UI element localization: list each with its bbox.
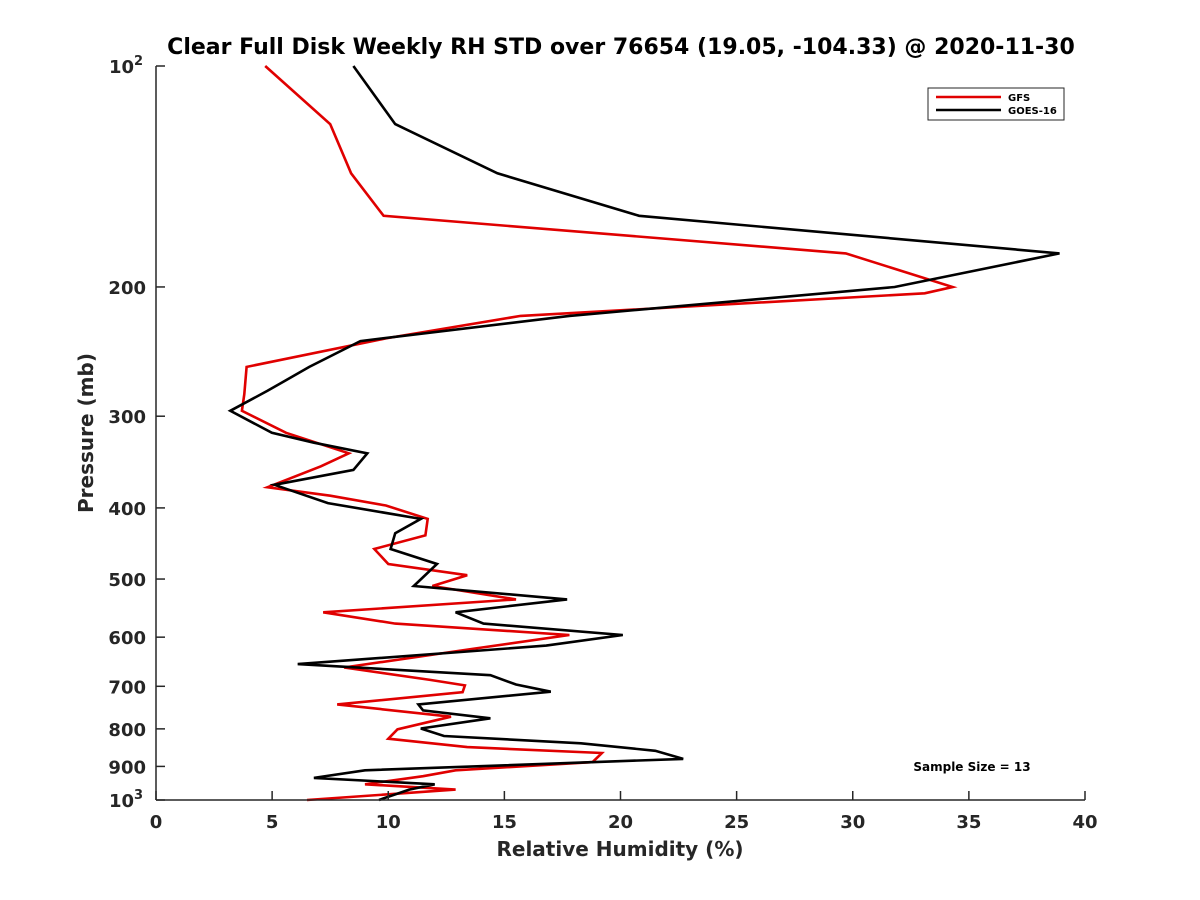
sample-size-annotation: Sample Size = 13: [913, 760, 1030, 774]
chart-title: Clear Full Disk Weekly RH STD over 76654…: [167, 35, 1075, 60]
x-ticks: 0 5 10 15 20 25 30 35 40: [150, 791, 1098, 833]
x-tick-label: 35: [956, 812, 981, 833]
y-tick-exponent: 2: [134, 54, 143, 69]
legend-label: GFS: [1008, 93, 1030, 104]
x-tick-label: 40: [1072, 812, 1097, 833]
legend-box: [927, 87, 1065, 121]
legend-label: GOES-16: [1008, 106, 1057, 117]
y-tick-label: 10: [109, 57, 134, 78]
plot-area: 0 5 10 15 20 25 30 35 40 10 220030040050060070080…: [108, 54, 1097, 833]
y-tick-label: 300: [108, 407, 146, 428]
x-tick-label: 30: [840, 812, 865, 833]
series-line-goes-16: [227, 65, 1060, 802]
y-tick-label: 400: [108, 499, 146, 520]
y-tick-exponent: 3: [134, 788, 143, 803]
legend: GFS GOES-16: [927, 87, 1065, 121]
legend-entries: GFS GOES-16: [936, 93, 1057, 117]
y-tick-label: 800: [108, 720, 146, 741]
y-tick-label: 600: [108, 628, 146, 649]
x-tick-label: 25: [724, 812, 749, 833]
x-tick-label: 0: [150, 812, 163, 833]
y-tick-label: 700: [108, 677, 146, 698]
y-tick-label: 10: [109, 791, 134, 812]
y-axis-label: Pressure (mb): [74, 353, 98, 513]
series-layer: [227, 65, 1060, 802]
y-tick-label: 200: [108, 278, 146, 299]
x-axis-label: Relative Humidity (%): [496, 837, 743, 861]
x-tick-label: 20: [608, 812, 633, 833]
y-tick-label: 500: [108, 570, 146, 591]
x-tick-label: 15: [492, 812, 517, 833]
y-tick-label: 900: [108, 757, 146, 778]
x-tick-label: 10: [376, 812, 401, 833]
series-line-gfs: [240, 65, 958, 802]
x-tick-label: 5: [266, 812, 279, 833]
